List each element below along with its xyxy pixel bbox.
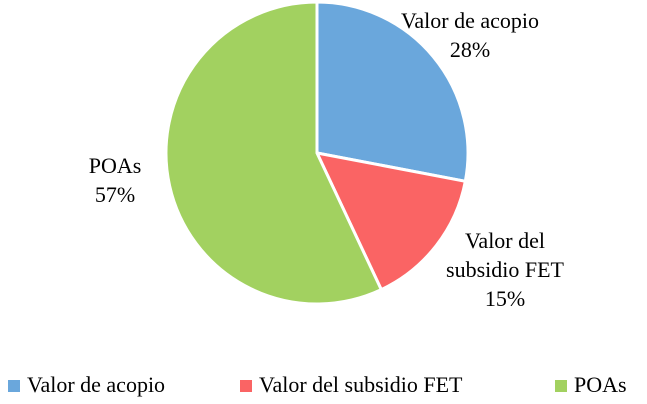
legend-label: Valor del subsidio FET bbox=[259, 372, 463, 397]
legend-swatch bbox=[8, 380, 20, 392]
label-value: 28% bbox=[449, 37, 491, 62]
label-name: Valor del subsidio FET bbox=[446, 228, 564, 282]
data-label: Valor del subsidio FET 15% bbox=[435, 226, 575, 313]
legend-swatch bbox=[555, 380, 567, 392]
label-value: 57% bbox=[94, 182, 136, 207]
data-label: POAs 57% bbox=[65, 151, 165, 209]
pie-slice bbox=[315, 0, 470, 184]
pie-slice bbox=[164, 0, 384, 306]
legend-label: POAs bbox=[574, 372, 627, 397]
label-name: POAs bbox=[88, 153, 142, 178]
data-label: Valor de acopio 28% bbox=[370, 6, 570, 64]
label-name: Valor de acopio bbox=[400, 8, 540, 33]
pie-slice bbox=[314, 150, 468, 292]
legend-label: Valor de acopio bbox=[27, 372, 166, 397]
label-value: 15% bbox=[484, 286, 526, 311]
legend-swatch bbox=[240, 380, 252, 392]
